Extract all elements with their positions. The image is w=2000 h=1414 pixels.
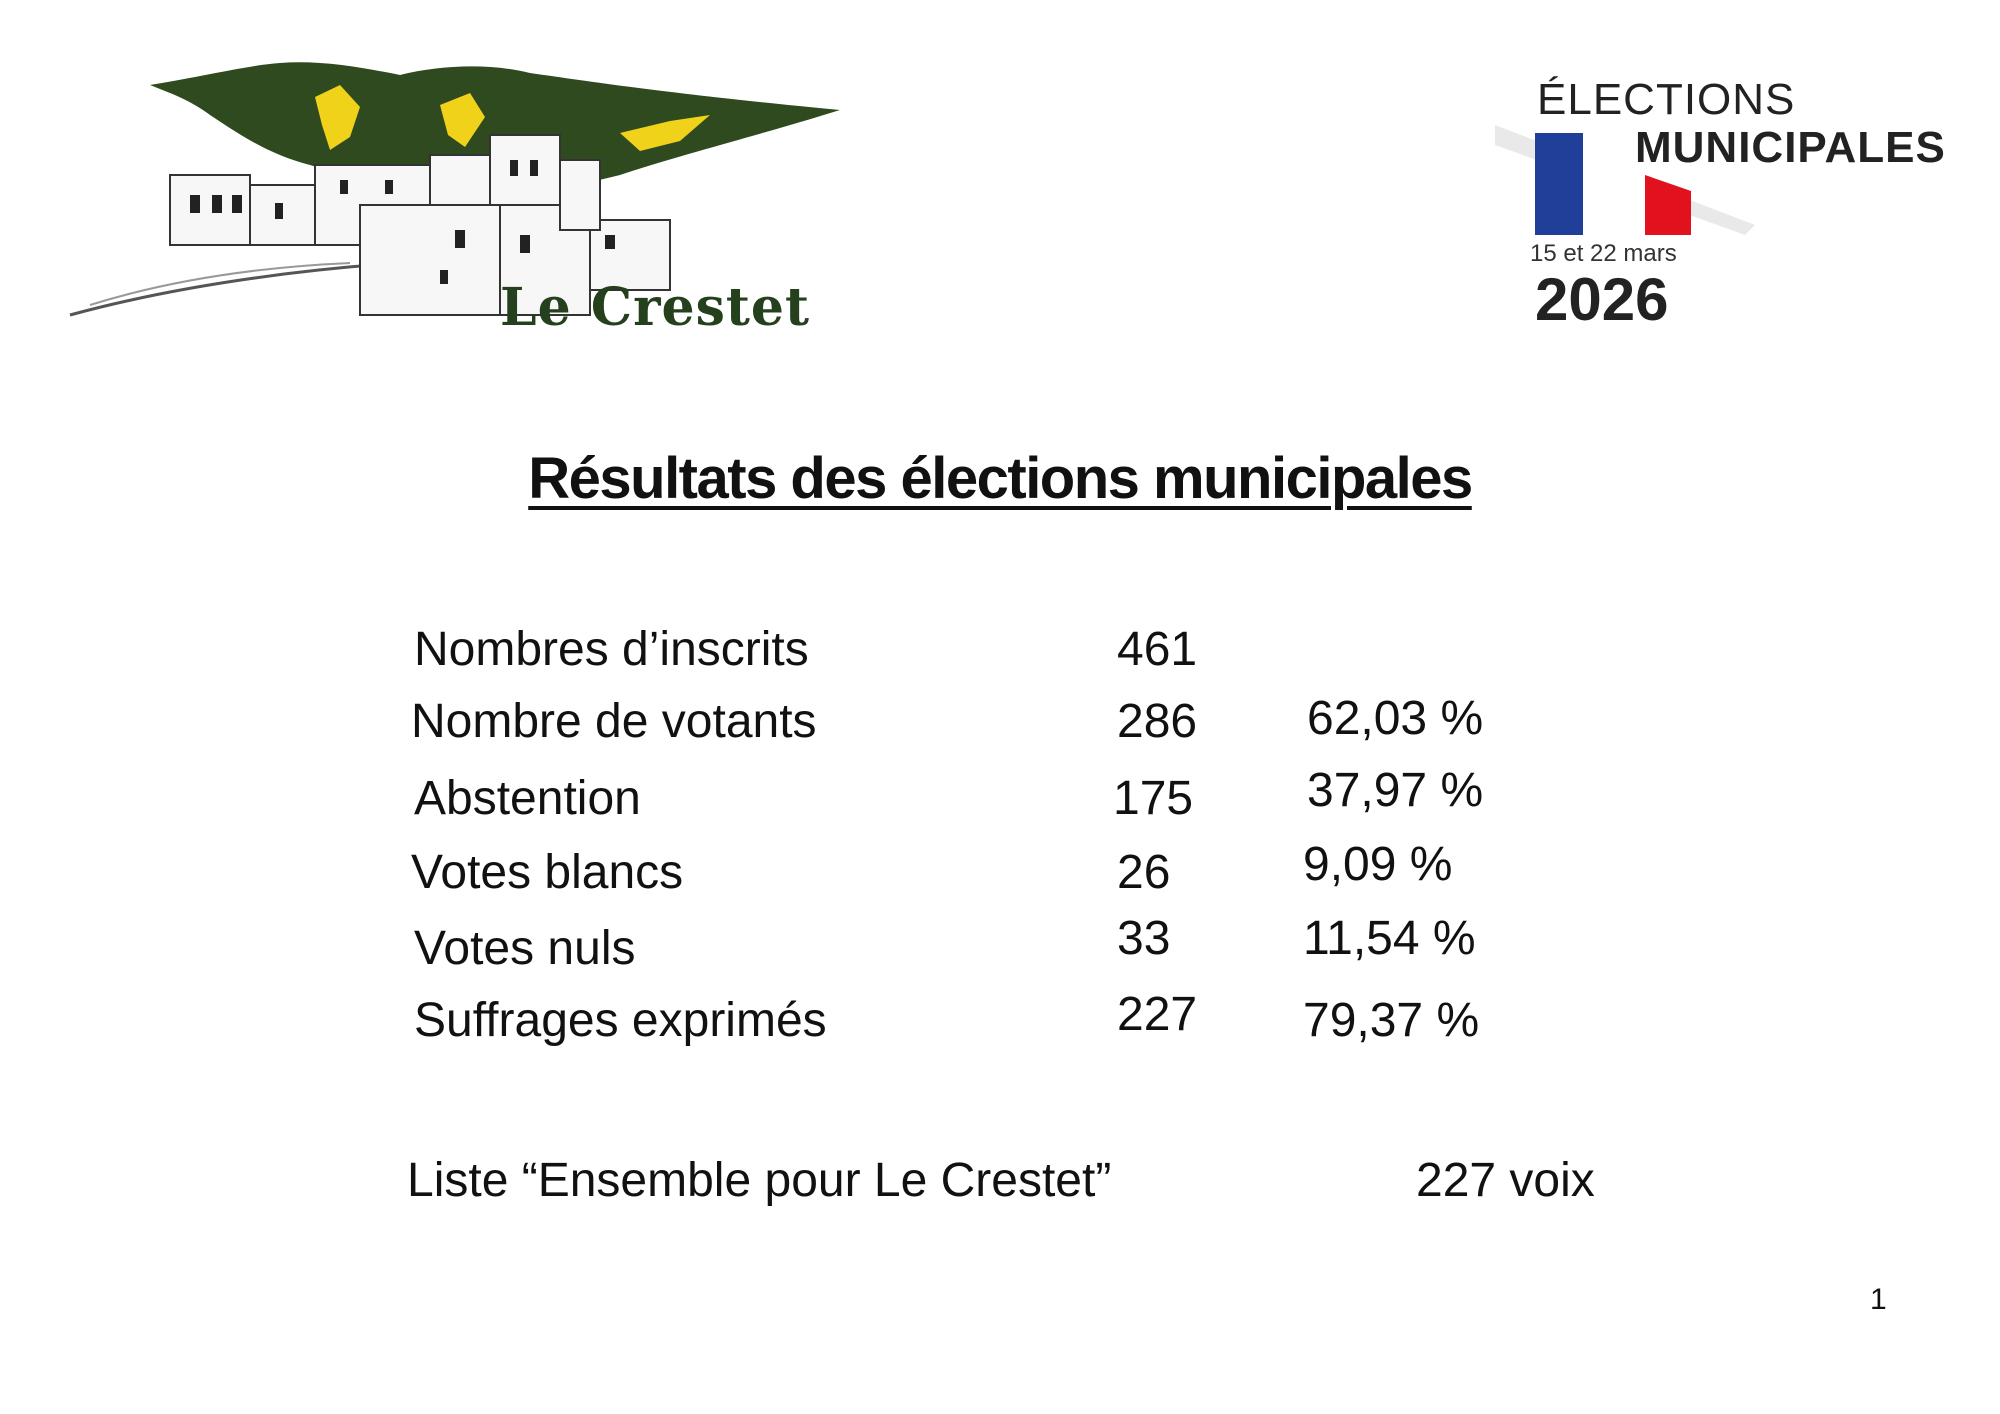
result-percent: 37,97 % bbox=[1307, 764, 1484, 817]
elections-municipales-logo: ÉLECTIONS MUNICIPALES 15 et 22 mars 2026 bbox=[1495, 75, 1945, 335]
result-row-nuls: Votes nuls 33 11,54 % bbox=[0, 912, 2000, 991]
result-label: Nombres d’inscrits bbox=[414, 623, 809, 676]
result-percent: 9,09 % bbox=[1303, 838, 1453, 891]
village-illustration bbox=[69, 62, 840, 317]
le-crestet-logo: Le Crestet bbox=[60, 55, 850, 355]
list-name: Liste “Ensemble pour Le Crestet” bbox=[407, 1154, 1112, 1207]
result-label: Abstention bbox=[414, 772, 641, 825]
french-flag-icon bbox=[1495, 125, 1755, 235]
result-row-votants: Nombre de votants 286 62,03 % bbox=[0, 692, 2000, 764]
page-title: Résultats des élections municipales bbox=[528, 446, 1473, 511]
list-votes: 227 voix bbox=[1416, 1154, 1595, 1207]
result-row-blancs: Votes blancs 26 9,09 % bbox=[0, 838, 2000, 915]
result-label: Votes nuls bbox=[414, 922, 636, 975]
elections-heading: ÉLECTIONS bbox=[1537, 75, 1796, 124]
election-year: 2026 bbox=[1535, 266, 1669, 333]
result-count: 461 bbox=[1117, 623, 1198, 676]
result-count: 175 bbox=[1113, 772, 1194, 825]
result-row-abstention: Abstention 175 37,97 % bbox=[0, 764, 2000, 841]
municipales-heading: MUNICIPALES bbox=[1635, 123, 1946, 172]
result-label: Suffrages exprimés bbox=[414, 994, 827, 1047]
result-row-exprimes: Suffrages exprimés 227 79,37 % bbox=[0, 988, 2000, 1063]
result-count: 33 bbox=[1117, 912, 1171, 965]
result-count: 26 bbox=[1117, 846, 1171, 899]
page-number: 1 bbox=[1870, 1283, 1887, 1316]
result-label: Votes blancs bbox=[411, 846, 684, 899]
town-name: Le Crestet bbox=[500, 277, 811, 338]
result-count: 227 bbox=[1117, 988, 1198, 1041]
result-percent: 62,03 % bbox=[1307, 692, 1484, 745]
election-dates: 15 et 22 mars bbox=[1530, 240, 1677, 267]
result-percent: 79,37 % bbox=[1303, 994, 1480, 1047]
result-percent: 11,54 % bbox=[1303, 912, 1476, 965]
result-count: 286 bbox=[1117, 695, 1198, 748]
result-row-inscrits: Nombres d’inscrits 461 bbox=[0, 622, 2000, 692]
result-label: Nombre de votants bbox=[411, 695, 817, 748]
